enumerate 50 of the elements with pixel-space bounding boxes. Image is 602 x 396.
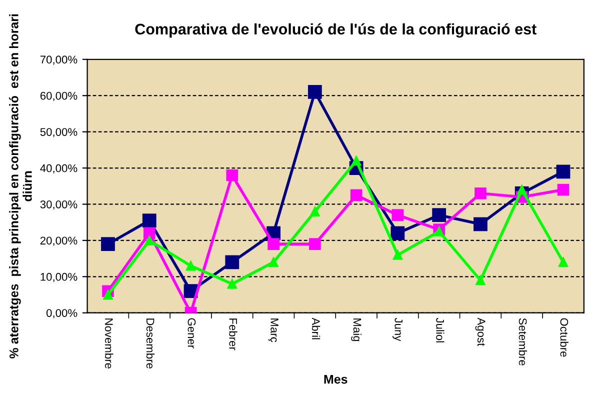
point <box>390 226 405 240</box>
point <box>142 214 156 228</box>
y-tick-label: 20,00% <box>40 236 78 246</box>
point <box>310 206 320 216</box>
point <box>308 85 322 99</box>
y-tick-label: 60,00% <box>40 92 78 102</box>
point <box>186 260 196 271</box>
x-tick-label: Desembre <box>146 318 155 368</box>
point <box>143 227 156 240</box>
x-tick-label: Agost <box>475 318 486 346</box>
y-tick-label: 50,00% <box>40 128 78 138</box>
y-tick-label: 10,00% <box>40 272 78 282</box>
x-axis-title: Mes <box>324 374 348 384</box>
point <box>351 156 362 166</box>
x-tick-label: Juliol <box>436 318 444 342</box>
point <box>103 290 113 300</box>
x-tick-label: Març <box>268 318 278 342</box>
point <box>434 226 444 236</box>
x-tick-label: Febrer <box>229 318 238 350</box>
y-tick-label: 40,00% <box>40 164 78 174</box>
point <box>101 237 115 251</box>
point <box>392 209 404 221</box>
point <box>226 169 238 182</box>
point <box>225 255 240 270</box>
y-axis-title: % aterratges pista principal en configuració est en horari diürn <box>9 14 32 358</box>
point <box>227 279 238 289</box>
y-tick-label: 30,00% <box>40 200 78 210</box>
y-tick-label: 0,00% <box>46 309 78 318</box>
point <box>557 184 570 196</box>
y-tick-label: 70,00% <box>40 56 78 65</box>
point <box>392 250 403 260</box>
point <box>309 238 321 250</box>
point <box>432 208 446 222</box>
x-tick-label: Octubre <box>560 318 568 357</box>
point <box>476 275 486 286</box>
x-tick-label: Maig <box>351 318 362 342</box>
x-tick-label: Gener <box>188 318 196 348</box>
chart-title: Comparativa de l'evolució de l'ús de la configuració est <box>135 23 536 38</box>
x-tick-label: Abril <box>312 318 320 340</box>
point <box>558 257 568 268</box>
point <box>268 238 280 250</box>
point <box>350 189 362 202</box>
x-tick-label: Novembre <box>105 318 114 368</box>
point <box>474 217 488 232</box>
x-tick-label: Setembre <box>518 318 528 366</box>
point <box>556 164 570 179</box>
x-tick-label: Juny <box>392 318 402 342</box>
point <box>144 236 154 246</box>
point <box>474 187 486 200</box>
point <box>268 257 278 268</box>
